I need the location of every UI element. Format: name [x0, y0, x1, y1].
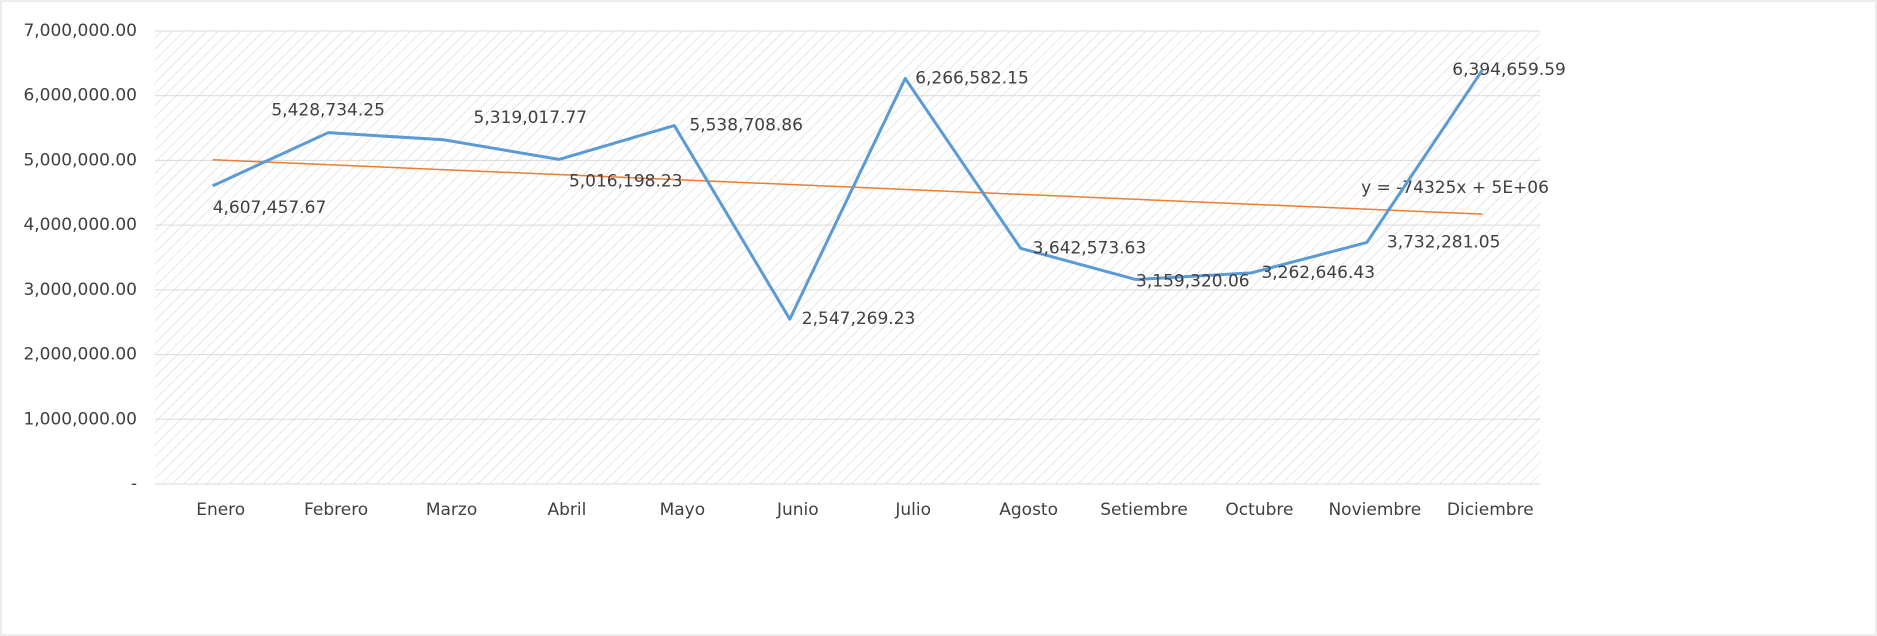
data-label: 5,538,708.86 [689, 116, 803, 136]
data-label: 5,428,734.25 [271, 101, 385, 121]
y-tick-label: - [131, 474, 137, 494]
data-label: 3,642,573.63 [1033, 238, 1147, 258]
x-tick-label: Abril [548, 500, 587, 520]
plot-area [155, 31, 1540, 484]
data-label: 5,319,017.77 [474, 108, 588, 128]
x-tick-label: Diciembre [1447, 500, 1534, 520]
y-tick-label: 6,000,000.00 [23, 86, 137, 106]
trendline-label: y = -74325x + 5E+06 [1361, 178, 1549, 198]
x-tick-label: Junio [776, 500, 819, 520]
data-label: 4,607,457.67 [213, 198, 327, 218]
data-label: 3,262,646.43 [1261, 263, 1375, 283]
y-tick-label: 4,000,000.00 [23, 215, 137, 235]
y-tick-label: 5,000,000.00 [23, 150, 137, 170]
data-label: 3,159,320.06 [1136, 272, 1250, 292]
data-label: 6,394,659.59 [1452, 60, 1566, 80]
line-series [212, 69, 1484, 321]
y-tick-label: 1,000,000.00 [23, 409, 137, 429]
x-tick-label: Febrero [304, 500, 368, 520]
x-tick-label: Marzo [426, 500, 477, 520]
y-tick-label: 3,000,000.00 [23, 280, 137, 300]
x-tick-label: Julio [894, 500, 931, 520]
data-label: 6,266,582.15 [915, 68, 1029, 88]
x-tick-label: Mayo [660, 500, 706, 520]
x-tick-label: Octubre [1225, 500, 1293, 520]
x-tick-label: Enero [196, 500, 245, 520]
data-label: 2,547,269.23 [802, 309, 916, 329]
data-label: 3,732,281.05 [1387, 232, 1501, 252]
y-tick-label: 2,000,000.00 [23, 345, 137, 365]
x-tick-label: Noviembre [1328, 500, 1421, 520]
trendline [212, 159, 1483, 215]
x-tick-label: Agosto [999, 500, 1058, 520]
data-label: 5,016,198.23 [569, 171, 683, 191]
y-tick-label: 7,000,000.00 [23, 21, 137, 41]
x-tick-label: Setiembre [1100, 500, 1188, 520]
